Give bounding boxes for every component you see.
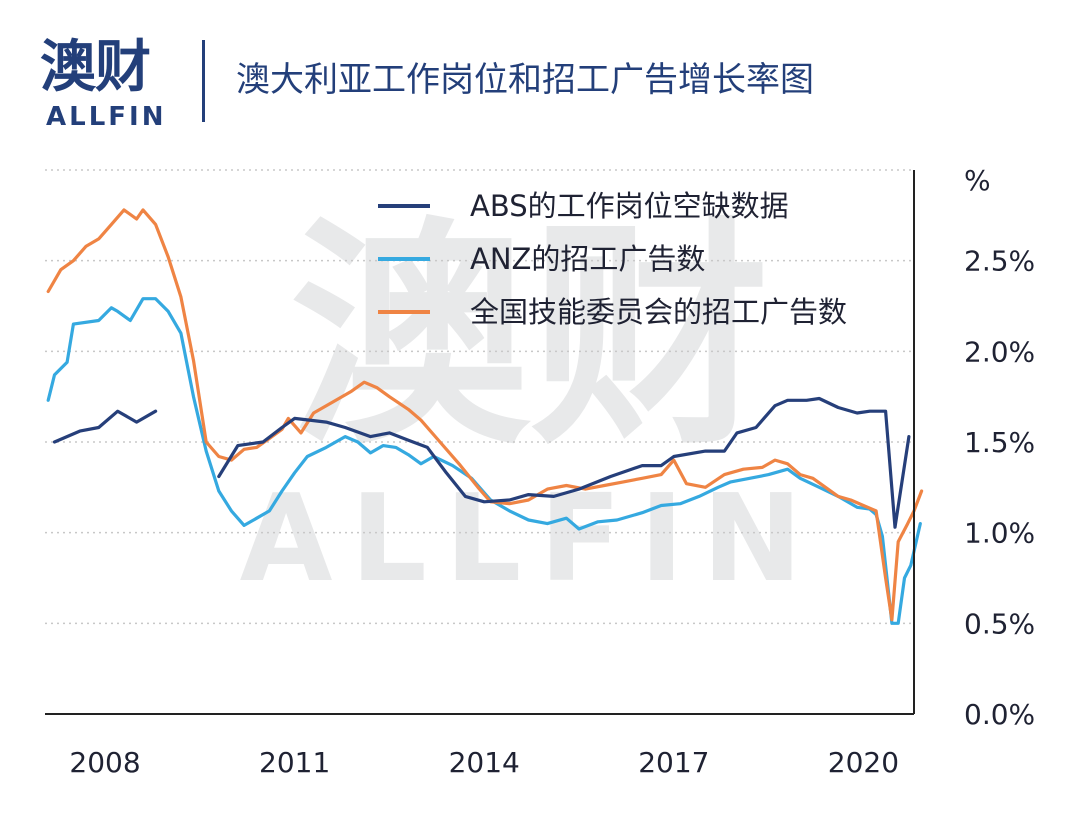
y-tick-label: 0.5%: [964, 607, 1035, 640]
x-tick-label: 2020: [828, 746, 899, 779]
series-line: [217, 396, 911, 529]
x-tick-label: 2011: [259, 746, 330, 779]
series-line: [46, 208, 924, 622]
watermark-en: ALLFIN: [240, 470, 821, 609]
x-tick-label: 2014: [449, 746, 520, 779]
axes: [45, 170, 915, 715]
y-unit-label: %: [964, 164, 991, 197]
legend-label: 全国技能委员会的招工广告数: [470, 295, 847, 329]
gridlines: [45, 169, 914, 625]
x-tick-labels: 2008 2011 2014 2017 2020: [69, 746, 899, 779]
header-divider: [202, 40, 205, 122]
y-tick-label: 1.0%: [964, 517, 1035, 550]
logo-chinese-text: 澳财: [40, 35, 151, 100]
series-layer: [46, 208, 924, 625]
y-tick-label: 0.0%: [964, 698, 1035, 731]
y-tick-label: 2.5%: [964, 245, 1035, 278]
y-tick-labels: 0.0% 0.5% 1.0% 1.5% 2.0% 2.5%: [964, 245, 1035, 731]
page-title: 澳大利亚工作岗位和招工广告增长率图: [236, 60, 814, 100]
y-tick-label: 2.0%: [964, 335, 1035, 368]
series-line: [52, 409, 158, 444]
watermark: 澳财 ALLFIN: [240, 197, 821, 609]
watermark-cn: 澳财: [290, 197, 770, 477]
x-tick-label: 2008: [69, 746, 140, 779]
series-line: [46, 297, 922, 625]
logo-english-text: ALLFIN: [46, 102, 167, 132]
y-tick-label: 1.5%: [964, 426, 1035, 459]
brand-logo: 澳财 ALLFIN: [40, 35, 170, 133]
legend-label: ABS的工作岗位空缺数据: [470, 189, 789, 223]
legend-label: ANZ的招工广告数: [470, 242, 705, 276]
x-tick-label: 2017: [638, 746, 709, 779]
